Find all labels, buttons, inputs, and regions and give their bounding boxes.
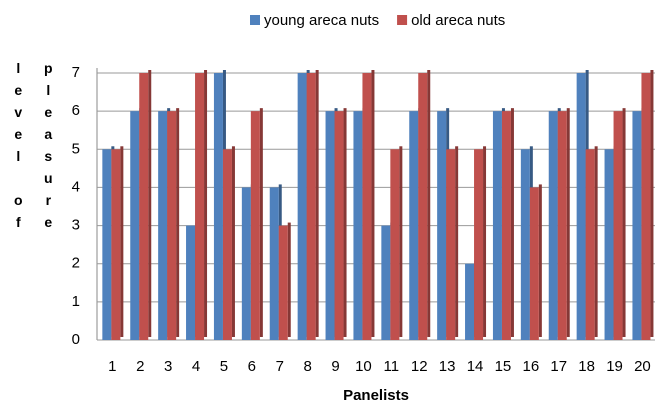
bar bbox=[186, 225, 196, 340]
bar bbox=[529, 187, 539, 340]
bar-side bbox=[287, 222, 291, 337]
y-tick-label: 7 bbox=[72, 64, 80, 81]
bar-side bbox=[399, 146, 403, 337]
y-tick-label: 0 bbox=[72, 331, 80, 348]
bar-side bbox=[148, 70, 152, 337]
legend-label: young areca nuts bbox=[264, 12, 379, 29]
bar-side bbox=[566, 108, 570, 338]
bar-side bbox=[315, 70, 319, 337]
bar bbox=[492, 111, 502, 341]
bar-side bbox=[343, 108, 347, 338]
x-tick-label: 17 bbox=[550, 358, 567, 375]
bar bbox=[325, 111, 335, 341]
bar bbox=[632, 111, 642, 341]
bar bbox=[269, 187, 279, 340]
bar-side bbox=[371, 70, 375, 337]
bar bbox=[520, 149, 530, 340]
x-tick-label: 9 bbox=[331, 358, 339, 375]
bar bbox=[474, 149, 484, 340]
x-tick-label: 19 bbox=[606, 358, 623, 375]
x-tick-label: 14 bbox=[467, 358, 484, 375]
bar bbox=[353, 111, 363, 341]
bar bbox=[501, 111, 511, 341]
x-tick-label: 7 bbox=[276, 358, 284, 375]
bar bbox=[418, 73, 428, 340]
bar bbox=[241, 187, 251, 340]
x-tick-label: 12 bbox=[411, 358, 428, 375]
x-tick-label: 2 bbox=[136, 358, 144, 375]
legend-swatch bbox=[397, 15, 408, 25]
bar bbox=[381, 225, 391, 340]
bar bbox=[362, 73, 372, 340]
x-tick-label: 4 bbox=[192, 358, 200, 375]
bar bbox=[158, 111, 168, 341]
y-tick-label: 3 bbox=[72, 217, 80, 234]
bar-side bbox=[510, 108, 514, 338]
x-tick-label: 16 bbox=[523, 358, 540, 375]
bar bbox=[278, 225, 288, 340]
x-label: Panelists bbox=[343, 387, 409, 404]
bar bbox=[390, 149, 400, 340]
bar bbox=[297, 73, 307, 340]
y-tick-label: 1 bbox=[72, 293, 80, 310]
x-tick-label: 1 bbox=[108, 358, 116, 375]
bar bbox=[465, 263, 475, 340]
bar-side bbox=[231, 146, 235, 337]
bar-side bbox=[120, 146, 124, 337]
y-tick-label: 4 bbox=[72, 178, 80, 195]
bar bbox=[139, 73, 149, 340]
bar bbox=[306, 73, 316, 340]
x-tick-label: 10 bbox=[355, 358, 372, 375]
x-tick-label: 6 bbox=[248, 358, 256, 375]
y-label: pleasure bbox=[40, 60, 56, 236]
bar bbox=[409, 111, 419, 341]
bar bbox=[641, 73, 651, 340]
bar bbox=[111, 149, 121, 340]
bar bbox=[576, 73, 586, 340]
bar-side bbox=[622, 108, 626, 338]
bar-side bbox=[427, 70, 431, 337]
bar-side bbox=[176, 108, 180, 338]
bar bbox=[130, 111, 140, 341]
x-tick-label: 13 bbox=[439, 358, 456, 375]
x-tick-label: 3 bbox=[164, 358, 172, 375]
y-label: level of bbox=[10, 60, 26, 236]
bar bbox=[446, 149, 456, 340]
bar bbox=[613, 111, 623, 341]
y-tick-label: 5 bbox=[72, 140, 80, 157]
y-tick-label: 2 bbox=[72, 255, 80, 272]
x-tick-label: 20 bbox=[634, 358, 651, 375]
x-tick-label: 8 bbox=[303, 358, 311, 375]
bar bbox=[585, 149, 595, 340]
bar-side bbox=[204, 70, 208, 337]
bar bbox=[334, 111, 344, 341]
bar-side bbox=[259, 108, 263, 338]
bar bbox=[222, 149, 232, 340]
bar bbox=[250, 111, 260, 341]
bar bbox=[167, 111, 177, 341]
bar bbox=[604, 149, 614, 340]
bar-side bbox=[594, 146, 598, 337]
x-tick-label: 11 bbox=[384, 358, 400, 375]
bar bbox=[213, 73, 223, 340]
legend-label: old areca nuts bbox=[411, 12, 505, 29]
bar bbox=[548, 111, 558, 341]
bar-side bbox=[455, 146, 459, 337]
bar-side bbox=[538, 184, 542, 337]
bar bbox=[437, 111, 447, 341]
y-tick-label: 6 bbox=[72, 102, 80, 119]
legend-swatch bbox=[250, 15, 260, 25]
bar-side bbox=[650, 70, 654, 337]
x-tick-label: 5 bbox=[220, 358, 228, 375]
x-tick-label: 15 bbox=[495, 358, 512, 375]
bar bbox=[557, 111, 567, 341]
x-tick-label: 18 bbox=[578, 358, 595, 375]
bar bbox=[195, 73, 205, 340]
bar-side bbox=[483, 146, 487, 337]
bar bbox=[102, 149, 112, 340]
